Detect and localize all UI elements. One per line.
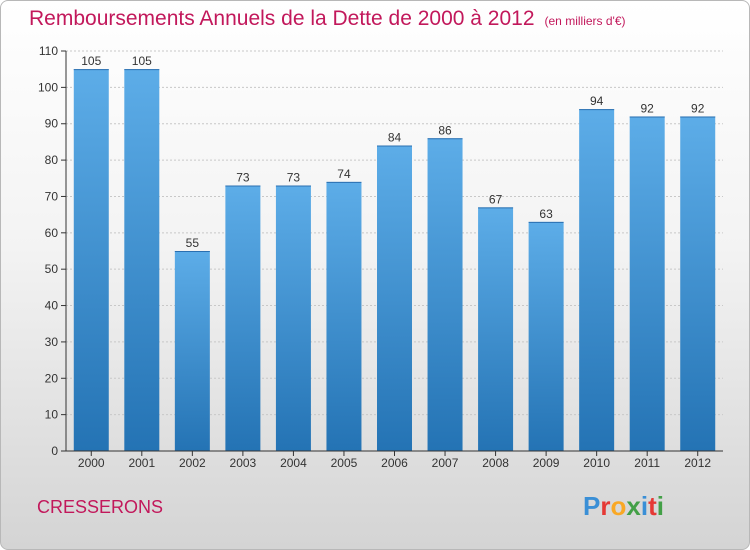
data-label-2007: 86 — [438, 123, 452, 137]
data-labels: 105 105 55 73 73 74 84 86 67 63 94 92 92 — [81, 54, 704, 250]
data-label-2004: 73 — [287, 171, 301, 185]
data-label-2011: 92 — [641, 101, 655, 115]
x-tick-label-2012: 2012 — [684, 456, 711, 470]
bar-chart: 105 105 55 73 73 74 84 86 67 63 94 92 92 0 10 20 30 40 50… — [38, 44, 723, 470]
data-label-2001: 105 — [132, 54, 152, 68]
bar-2009 — [528, 221, 564, 451]
x-tick-label-2001: 2001 — [128, 456, 155, 470]
bar-2001 — [124, 69, 160, 451]
y-tick-label: 60 — [45, 226, 59, 240]
y-tick-label: 70 — [45, 189, 59, 203]
x-tick-label-2005: 2005 — [331, 456, 358, 470]
y-tick-label: 40 — [45, 299, 59, 313]
y-tick-label: 80 — [45, 153, 59, 167]
logo-letter: i — [640, 491, 649, 521]
data-label-2000: 105 — [81, 54, 101, 68]
logo-letter: P — [583, 491, 601, 521]
data-label-2008: 67 — [489, 192, 503, 206]
x-tick-label-2010: 2010 — [583, 456, 610, 470]
bar-2005 — [326, 181, 362, 451]
data-label-2003: 73 — [236, 171, 250, 185]
bar-2012 — [680, 116, 716, 452]
logo-letter: i — [656, 491, 664, 521]
logo-letter: t — [648, 491, 657, 521]
bar-2008 — [478, 207, 514, 451]
data-label-2006: 84 — [388, 131, 402, 145]
y-tick-label: 90 — [45, 117, 59, 131]
y-tick-label: 30 — [45, 335, 59, 349]
bar-2003 — [225, 185, 261, 451]
data-label-2002: 55 — [186, 236, 200, 250]
x-tick-label-2006: 2006 — [381, 456, 408, 470]
bars — [73, 69, 716, 452]
logo-letter: o — [610, 491, 627, 521]
data-label-2005: 74 — [337, 167, 351, 181]
x-tick-label-2000: 2000 — [78, 456, 105, 470]
x-tick-label-2003: 2003 — [230, 456, 257, 470]
bar-2004 — [275, 185, 311, 451]
commune-name: CRESSERONS — [37, 497, 164, 517]
x-tick-label-2002: 2002 — [179, 456, 206, 470]
logo-letter: x — [626, 491, 641, 521]
y-tick-label: 110 — [39, 44, 58, 58]
chart-title: Remboursements Annuels de la Dette de 20… — [29, 7, 626, 31]
y-tick-label: 20 — [45, 371, 59, 385]
data-label-2012: 92 — [691, 101, 705, 115]
bar-2010 — [579, 109, 615, 451]
x-tick-label-2007: 2007 — [432, 456, 459, 470]
bar-2007 — [427, 138, 463, 452]
logo-letter: r — [600, 491, 611, 521]
x-tick-label-2004: 2004 — [280, 456, 307, 470]
y-tick-label: 0 — [51, 444, 58, 458]
y-tick-label: 100 — [38, 80, 58, 94]
x-tick-label-2008: 2008 — [482, 456, 509, 470]
x-tick-label-2011: 2011 — [634, 456, 660, 470]
y-tick-label: 10 — [45, 408, 59, 422]
title-text: Remboursements Annuels de la Dette de 20… — [29, 7, 535, 30]
data-label-2010: 94 — [590, 94, 604, 108]
data-label-2009: 63 — [539, 207, 553, 221]
bar-2006 — [377, 145, 412, 451]
y-tick-label: 50 — [45, 262, 59, 276]
bar-2002 — [174, 251, 210, 451]
proxiti-logo: Proxiti — [583, 491, 664, 522]
bar-2011 — [629, 116, 665, 452]
x-tick-label-2009: 2009 — [533, 456, 560, 470]
title-unit: (en milliers d'€) — [544, 14, 626, 28]
axes: 0 10 20 30 40 50 60 70 80 90 100 110 2000 2001 2002 200… — [38, 44, 723, 470]
bar-2000 — [73, 69, 109, 451]
